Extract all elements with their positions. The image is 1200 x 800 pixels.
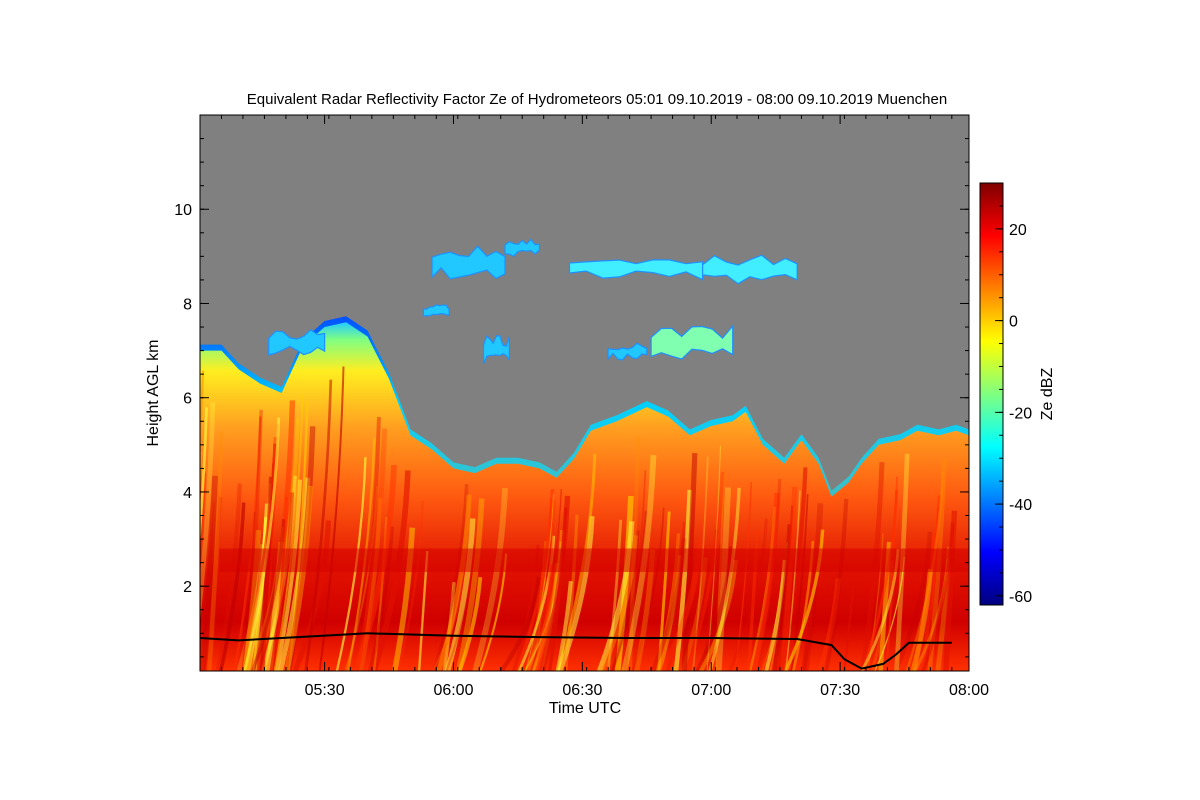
x-tick-label: 07:30 (820, 682, 860, 699)
y-tick-label: 8 (183, 296, 192, 313)
x-tick-label: 07:00 (691, 682, 731, 699)
y-tick-label: 2 (183, 579, 192, 596)
fall-streaks (200, 366, 958, 671)
x-tick-label: 08:00 (949, 682, 989, 699)
y-tick-label: 10 (174, 202, 192, 219)
colorbar-label: Ze dBZ (1039, 368, 1056, 421)
colorbar-tick-label: 0 (1009, 314, 1018, 331)
colorbar-tick-label: -20 (1009, 405, 1032, 422)
y-tick-label: 6 (183, 391, 192, 408)
plot-frame (199, 114, 970, 672)
colorbar-ticks: -60 -40 -20 0 20 (995, 182, 1032, 606)
cloud-reflectivity-field (200, 322, 969, 671)
cloud-base-line (200, 632, 952, 670)
colorbar-tick-label: -40 (1009, 497, 1032, 514)
x-tick-label: 05:30 (305, 682, 345, 699)
x-tick-label: 06:30 (562, 682, 602, 699)
x-axis-label: Time UTC (549, 700, 621, 717)
x-axis-ticks: 05:30 06:00 06:30 07:00 07:30 08:00 (199, 115, 989, 699)
upper-cloud-patches (268, 238, 798, 365)
colorbar-tick-label: -60 (1009, 589, 1032, 606)
plot-area (200, 115, 969, 671)
y-axis-ticks: 2 4 6 8 10 (174, 114, 969, 658)
y-tick-label: 4 (183, 485, 192, 502)
colorbar-tick-label: 20 (1009, 222, 1027, 239)
colorbar (979, 182, 1004, 606)
melting-layer-bright-band (219, 548, 969, 573)
y-axis-label: Height AGL km (145, 339, 162, 446)
chart-title: Equivalent Radar Reflectivity Factor Ze … (247, 91, 947, 108)
x-tick-label: 06:00 (433, 682, 473, 699)
